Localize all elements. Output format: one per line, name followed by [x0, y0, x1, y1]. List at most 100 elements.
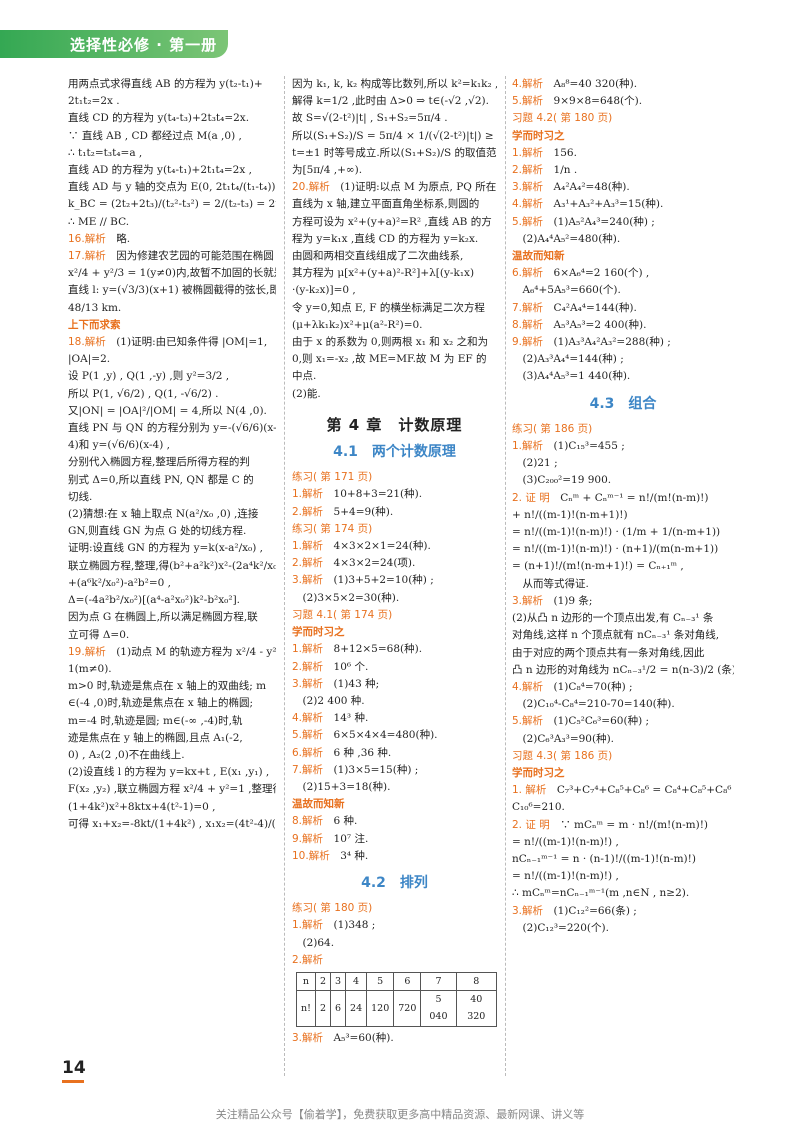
line-text: 其方程为 μ[x²+(y+a)²-R²]+λ[(y-k₁x) — [292, 267, 475, 280]
answer-label: 18.解析 — [68, 336, 106, 349]
text-line: = (n+1)!/(m!(n-m+1)!) = Cₙ₊₁ᵐ , — [512, 558, 734, 575]
line-text: (1)A₅²A₄³=240(种) ; — [553, 215, 655, 228]
answer-label: 2.解析 — [292, 557, 324, 570]
table-cell: n — [296, 971, 316, 992]
answer-label: 1. 解析 — [512, 784, 547, 797]
answer-label: 7.解析 — [512, 301, 544, 314]
line-text: (1)C₈⁴=70(种) ; — [553, 680, 633, 693]
exercise-heading: 习题 4.3( 第 186 页) — [512, 749, 613, 762]
text-line: (2)64. — [292, 935, 497, 952]
text-line: + n!/((m-1)!(n-m+1)!) — [512, 507, 734, 524]
text-line: 由圆和两相交直线组成了二次曲线系, — [292, 248, 497, 265]
line-text: ∴ t₁t₂=t₃t₄=a , — [68, 146, 143, 159]
text-line: 5.解析 (1)A₅²A₄³=240(种) ; — [512, 214, 734, 231]
table-cell: 8 — [455, 971, 498, 992]
line-text: = n!/((m-1)!(n-m)!) , — [512, 835, 619, 848]
answer-label: 2.解析 — [292, 660, 324, 673]
text-line: 4)和 y=(√6/6)(x-4) , — [68, 437, 276, 454]
answer-label: 2.解析 — [292, 505, 324, 518]
text-line: 5.解析 9×9×8=648(个). — [512, 93, 734, 110]
line-text: 因为 k₁, k, k₂ 构成等比数列,所以 k²=k₁k₂ , — [292, 78, 497, 90]
text-line: 立可得 Δ=0. — [68, 627, 276, 644]
line-text: = n!/((m-1)!(n-m)!) · (n+1)/(m(n-m+1)) — [512, 543, 719, 556]
line-text: |OA|=2. — [68, 353, 111, 366]
text-line: 为[5π/4 ,+∞). — [292, 162, 497, 179]
line-text: 2t₁t₂=2x . — [68, 95, 120, 108]
line-text: = n!/((m-1)!(n-m)!) , — [512, 870, 619, 883]
text-line: 2.解析 4×3×2=24(项). — [292, 555, 497, 572]
answer-label: 1.解析 — [292, 540, 324, 553]
line-text: (2)C₁₂³=220(个). — [512, 921, 609, 934]
line-text: 由圆和两相交直线组成了二次曲线系, — [292, 250, 464, 263]
text-line: (1+4k²)x²+8ktx+4(t²-1)=0 , — [68, 799, 276, 816]
line-text: (1)动点 M 的轨迹方程为 x²/4 - y²/m = — [116, 645, 276, 658]
table-cell: 120 — [366, 990, 395, 1027]
line-text: k_BC = (2t₂+2t₃)/(t₂²-t₃²) = 2/(t₂-t₃) =… — [68, 198, 276, 211]
line-text: ·(y-k₂x)]=0 , — [292, 284, 356, 297]
text-line: ∴ ME // BC. — [68, 214, 276, 231]
text-line: 别式 Δ=0,所以直线 PN, QN 都是 C 的 — [68, 472, 276, 489]
text-line: (2)C₆³A₃³=90(种). — [512, 731, 734, 748]
text-line: (2)猜想:在 x 轴上取点 N(a²/x₀ ,0) ,连接 — [68, 506, 276, 523]
line-text: (1)C₅²C₆³=60(种) ; — [553, 715, 650, 728]
line-text: nCₙ₋₁ᵐ⁻¹ = n · (n-1)!/((m-1)!(n-m)!) — [512, 852, 696, 865]
text-line: 1.解析 156. — [512, 145, 734, 162]
table-cell: 40 320 — [455, 990, 498, 1027]
text-line: 证明:设直线 GN 的方程为 y=k(x-a²/x₀) , — [68, 540, 276, 557]
subsection-heading: 学而时习之 — [512, 129, 565, 142]
line-text: (2)设直线 l 的方程为 y=kx+t , E(x₁ ,y₁) , — [68, 766, 270, 779]
answer-label: 1.解析 — [512, 146, 544, 159]
text-line: 3.解析 A₄²A₄²=48(种). — [512, 179, 734, 196]
text-line: 4.解析 A₃¹+A₃²+A₃³=15(种). — [512, 196, 734, 213]
text-line: 中点. — [292, 368, 497, 385]
line-text: (2)能. — [292, 387, 321, 400]
line-text: (1)证明:由已知条件得 |OM|=1, — [116, 336, 268, 349]
text-line: ∴ mCₙᵐ=nCₙ₋₁ᵐ⁻¹(m ,n∈N , n≥2). — [512, 885, 734, 902]
line-text: 为[5π/4 ,+∞). — [292, 164, 363, 177]
table-cell: 720 — [393, 990, 422, 1027]
text-line: = n!/((m-1)!(n-m)!) , — [512, 868, 734, 885]
text-line: 直线 AD 与 y 轴的交点为 E(0, 2t₁t₄/(t₁-t₄)) , — [68, 179, 276, 196]
header-title: 选择性必修 · 第一册 — [70, 36, 218, 54]
text-line: 9.解析 10⁷ 注. — [292, 831, 497, 848]
line-text: 10+8+3=21(种). — [333, 488, 423, 501]
text-line: F(x₂ ,y₂) ,联立椭圆方程 x²/4 + y²=1 ,整理得 — [68, 781, 276, 798]
line-text: 4×3×2=24(项). — [333, 557, 416, 570]
text-line: 2. 证 明 ∵ mCₙᵐ = m · n!/(m!(n-m)!) — [512, 817, 734, 834]
line-text: (2)21 ; — [512, 457, 558, 470]
answer-label: 20.解析 — [292, 181, 330, 194]
line-text: t=±1 时等号成立.所以(S₁+S₂)/S 的取值范围 — [292, 146, 497, 159]
line-text: 直线 CD 的方程为 y(t₄-t₃)+2t₃t₄=2x. — [68, 112, 250, 125]
line-text: 因为修建农艺园的可能范围在椭圆 — [116, 250, 274, 263]
line-text: 4×3×2×1=24(种). — [333, 540, 431, 553]
line-text: (2)3×5×2=30(种). — [292, 591, 400, 604]
answer-label: 4.解析 — [512, 198, 544, 211]
text-line: 5.解析 6×5×4×4=480(种). — [292, 727, 497, 744]
text-line: 4.解析 A₈⁸=40 320(种). — [512, 76, 734, 93]
text-line: 2.解析 1/n . — [512, 162, 734, 179]
answer-label: 2.解析 — [292, 953, 324, 966]
text-line: 设 P(1 ,y) , Q(1 ,-y) ,则 y²=3/2 , — [68, 368, 276, 385]
answer-label: 6.解析 — [292, 746, 324, 759]
answer-label: 17.解析 — [68, 250, 106, 263]
section-title-4-1: 4.1 两个计数原理 — [333, 444, 456, 461]
text-line: |OA|=2. — [68, 351, 276, 368]
column-3: 4.解析 A₈⁸=40 320(种). 5.解析 9×9×8=648(个). 习题 … — [512, 76, 734, 937]
text-line: 直线 CD 的方程为 y(t₄-t₃)+2t₃t₄=2x. — [68, 110, 276, 127]
line-text: (1)3+5+2=10(种) ; — [333, 574, 434, 587]
text-line: 1. 解析 C₇³+C₇⁴+C₈⁵+C₈⁶ = C₈⁴+C₈⁵+C₈⁶ = C₉… — [512, 782, 734, 799]
line-text: C₁₀⁶=210. — [512, 801, 565, 814]
text-line: (2)C₁₂³=220(个). — [512, 920, 734, 937]
text-line: 凸 n 边形的对角线为 nCₙ₋₃¹/2 = n(n-3)/2 (条). — [512, 662, 734, 679]
text-line: 16.解析 略. — [68, 231, 276, 248]
line-text: = n!/((m-1)!(n-m)!) · (1/m + 1/(n-m+1)) — [512, 526, 721, 539]
answer-label: 9.解析 — [292, 832, 324, 845]
answer-label: 5.解析 — [512, 95, 544, 108]
text-line: (2)C₁₀⁴-C₈⁴=210-70=140(种). — [512, 696, 734, 713]
exercise-heading: 练习( 第 186 页) — [512, 422, 593, 435]
section-title-4-2: 4.2 排列 — [361, 874, 428, 891]
exercise-heading: 练习( 第 180 页) — [292, 902, 373, 915]
text-line: (μ+λk₁k₂)x²+μ(a²-R²)=0. — [292, 317, 497, 334]
text-line: t=±1 时等号成立.所以(S₁+S₂)/S 的取值范围 — [292, 145, 497, 162]
line-text: (1)9 条; — [553, 594, 593, 607]
